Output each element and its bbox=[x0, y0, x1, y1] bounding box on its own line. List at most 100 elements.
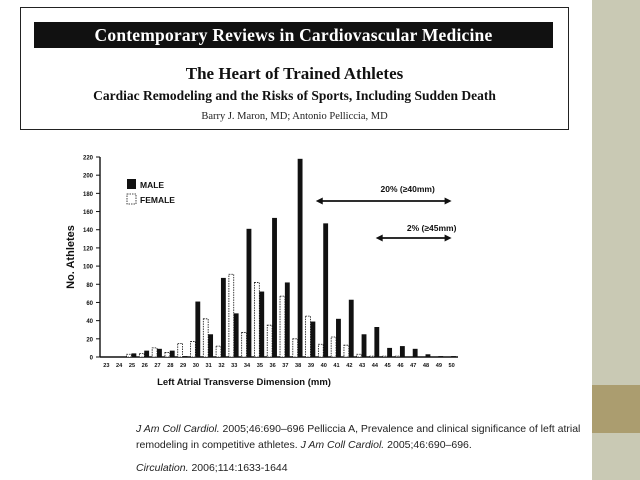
male-bar bbox=[233, 313, 239, 357]
x-tick-label: 42 bbox=[346, 363, 352, 369]
male-bar bbox=[336, 318, 341, 357]
male-bar bbox=[387, 347, 393, 357]
x-tick-label: 33 bbox=[231, 363, 237, 369]
y-tick-label: 120 bbox=[83, 246, 94, 252]
male-bar bbox=[412, 348, 418, 357]
x-tick-label: 41 bbox=[333, 363, 339, 369]
citation-text: 2006;114:1633-1644 bbox=[188, 462, 288, 474]
x-tick-label: 23 bbox=[103, 363, 109, 369]
x-tick-label: 24 bbox=[116, 363, 123, 369]
female-bar bbox=[138, 352, 145, 358]
journal-section-banner: Contemporary Reviews in Cardiovascular M… bbox=[34, 22, 553, 48]
x-tick-label: 49 bbox=[436, 363, 442, 369]
male-bar bbox=[399, 346, 405, 357]
y-tick-label: 20 bbox=[86, 337, 93, 343]
citations: J Am Coll Cardiol. 2005;46:690–696 Pelli… bbox=[136, 421, 592, 476]
x-tick-label: 26 bbox=[142, 363, 148, 369]
y-tick-label: 100 bbox=[83, 265, 94, 271]
female-bar bbox=[343, 344, 350, 358]
x-tick-label: 29 bbox=[180, 363, 186, 369]
male-bar bbox=[259, 291, 265, 357]
male-bar bbox=[310, 321, 316, 357]
male-bar bbox=[195, 301, 201, 357]
female-bar bbox=[215, 345, 222, 358]
female-bar bbox=[177, 342, 183, 358]
female-bar bbox=[190, 341, 196, 358]
x-tick-label: 31 bbox=[206, 363, 212, 369]
female-bar bbox=[369, 355, 375, 358]
article-header: Contemporary Reviews in Cardiovascular M… bbox=[20, 7, 569, 130]
female-bar bbox=[292, 338, 299, 358]
x-tick-label: 35 bbox=[257, 363, 263, 369]
male-bar bbox=[220, 277, 226, 357]
x-tick-label: 36 bbox=[269, 363, 275, 369]
y-tick-label: 140 bbox=[83, 228, 94, 234]
male-bar bbox=[451, 356, 456, 357]
x-tick-label: 38 bbox=[295, 363, 301, 369]
male-bar bbox=[361, 334, 367, 357]
male-bar bbox=[284, 282, 290, 357]
x-tick-label: 30 bbox=[193, 363, 199, 369]
y-tick-label: 60 bbox=[86, 301, 93, 307]
female-bar bbox=[254, 282, 260, 358]
female-bar bbox=[317, 343, 324, 358]
decorative-accent-block bbox=[592, 385, 640, 433]
y-tick-label: 80 bbox=[86, 283, 93, 289]
citation-journal: Circulation. bbox=[136, 462, 189, 474]
x-tick-label: 27 bbox=[154, 363, 160, 369]
female-bar bbox=[356, 353, 362, 358]
male-bar bbox=[131, 353, 137, 357]
male-bar bbox=[157, 348, 162, 357]
x-tick-label: 34 bbox=[244, 363, 251, 369]
y-tick-label: 220 bbox=[83, 156, 94, 162]
legend-swatch-female bbox=[126, 193, 137, 205]
x-tick-label: 40 bbox=[321, 363, 327, 369]
male-bar bbox=[374, 327, 380, 357]
y-tick-label: 180 bbox=[83, 192, 94, 198]
male-bar bbox=[272, 217, 277, 357]
annotation-arrow-20pct-head-right bbox=[444, 197, 452, 205]
annotation-arrow-2pct-head-right bbox=[444, 234, 452, 242]
male-bar bbox=[169, 350, 175, 357]
male-bar bbox=[348, 299, 354, 357]
x-axis-label: Left Atrial Transverse Dimension (mm) bbox=[157, 377, 331, 388]
athletes-histogram-chart: 0 20 40 60 80 100 120 140 160 180 200 220 23 24 25 26 27… bbox=[65, 156, 458, 388]
x-tick-label: 28 bbox=[167, 363, 173, 369]
article-title: The Heart of Trained Athletes bbox=[185, 64, 404, 83]
male-bar bbox=[182, 356, 188, 357]
male-bar bbox=[208, 334, 214, 357]
x-tick-label: 48 bbox=[423, 363, 429, 369]
y-axis-label: No. Athletes bbox=[65, 225, 77, 289]
female-bar bbox=[279, 295, 286, 358]
y-tick-label: 160 bbox=[83, 210, 94, 216]
female-bar bbox=[228, 273, 235, 358]
x-tick-label: 45 bbox=[385, 363, 391, 369]
female-bar bbox=[394, 355, 401, 358]
female-bar bbox=[164, 352, 171, 358]
female-bar bbox=[305, 315, 311, 358]
x-tick-label: 44 bbox=[372, 363, 379, 369]
annotation-arrow-2pct-head-left bbox=[375, 234, 383, 242]
male-bar bbox=[144, 350, 150, 357]
article-authors: Barry J. Maron, MD; Antonio Pelliccia, M… bbox=[201, 111, 388, 122]
article-subtitle: Cardiac Remodeling and the Risks of Spor… bbox=[93, 88, 496, 103]
y-tick-label: 0 bbox=[90, 356, 94, 362]
legend-label-male: MALE bbox=[140, 180, 164, 190]
female-bar bbox=[202, 318, 209, 358]
female-bar bbox=[330, 336, 337, 358]
citation-journal: J Am Coll Cardiol. bbox=[136, 423, 220, 435]
citation-2: Circulation. 2006;114:1633-1644 bbox=[136, 460, 592, 476]
x-tick-label: 46 bbox=[397, 363, 403, 369]
citation-journal: J Am Coll Cardiol. bbox=[300, 439, 385, 451]
x-tick-label: 39 bbox=[308, 363, 314, 369]
x-tick-label: 47 bbox=[410, 363, 416, 369]
x-tick-label: 32 bbox=[218, 363, 224, 369]
female-bar bbox=[241, 332, 247, 358]
decorative-side-bar bbox=[592, 0, 640, 480]
legend-swatch-male bbox=[127, 179, 136, 189]
citation-text: 2005;46:690–696 Pelliccia A, Prevalence … bbox=[136, 423, 581, 451]
female-bar bbox=[126, 353, 132, 358]
male-bar bbox=[246, 228, 252, 357]
annotation-arrow-20pct-head-left bbox=[315, 197, 323, 205]
female-bar bbox=[151, 347, 158, 358]
